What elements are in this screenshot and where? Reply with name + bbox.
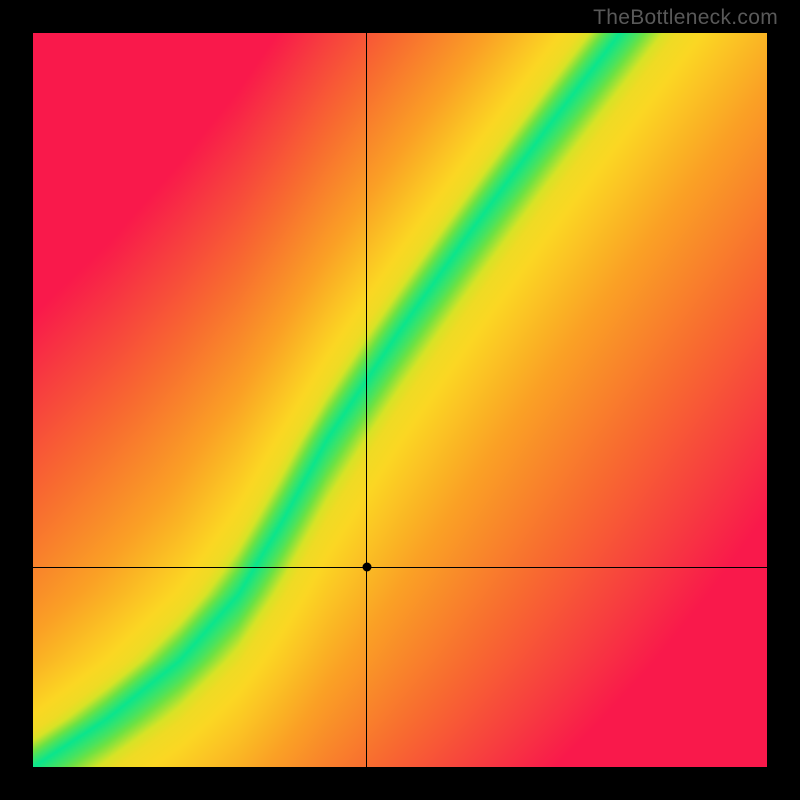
crosshair-marker	[362, 563, 371, 572]
crosshair-vertical	[366, 33, 367, 767]
crosshair-horizontal	[33, 567, 767, 568]
watermark: TheBottleneck.com	[593, 6, 778, 30]
heatmap-canvas	[33, 33, 767, 767]
heatmap-plot	[33, 33, 767, 767]
